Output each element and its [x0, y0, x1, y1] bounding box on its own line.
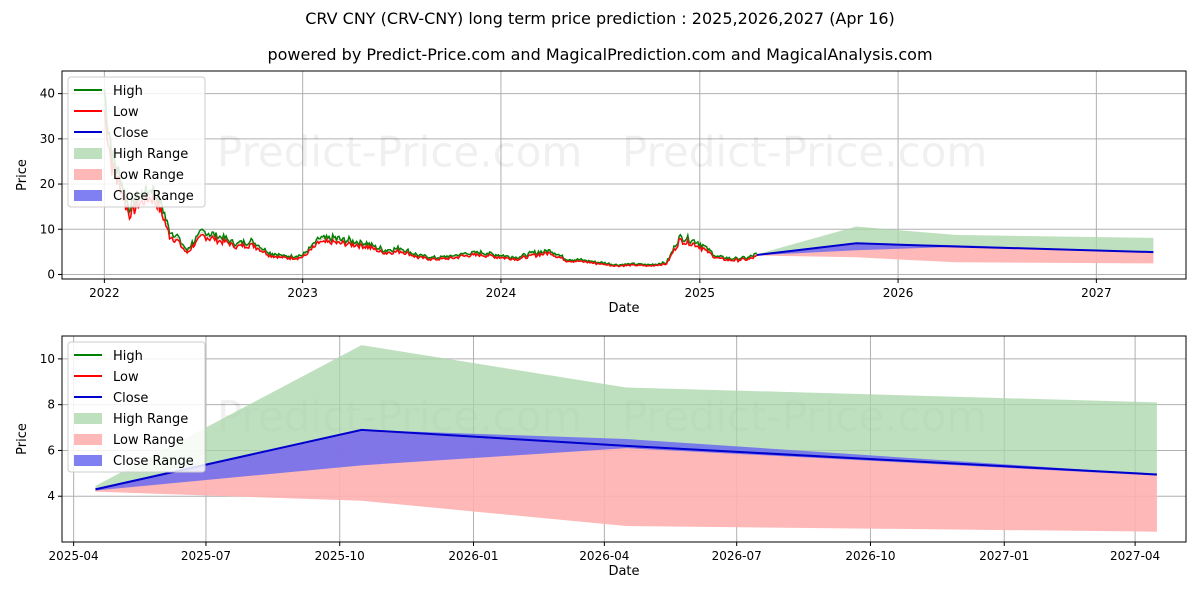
- legend-patch-swatch: [74, 413, 102, 424]
- close-range-area: [95, 429, 1157, 491]
- y-axis-label: Price: [15, 159, 30, 191]
- x-tick-label: 2024: [486, 286, 517, 300]
- y-tick-label: 20: [40, 177, 55, 191]
- y-tick-label: 6: [47, 443, 55, 457]
- chart-subtitle: powered by Predict-Price.com and Magical…: [267, 45, 933, 64]
- legend-label: Low: [113, 105, 139, 120]
- plot-area: Predict-Price.com Predict-Price.com: [103, 89, 1154, 268]
- x-tick-label: 2026-04: [579, 549, 629, 563]
- y-tick-label: 40: [40, 87, 55, 101]
- x-tick-label: 2026-01: [448, 549, 498, 563]
- high-line: [103, 89, 757, 267]
- legend-patch-swatch: [74, 169, 102, 180]
- x-tick-label: 2026-10: [845, 549, 895, 563]
- x-tick-label: 2027-04: [1110, 549, 1160, 563]
- legend-patch-swatch: [74, 434, 102, 445]
- watermark: Predict-Price.com: [622, 128, 987, 177]
- watermark: Predict-Price.com: [217, 128, 582, 177]
- y-tick-label: 0: [47, 267, 55, 281]
- legend-label: High Range: [113, 412, 188, 427]
- x-tick-label: 2026: [883, 286, 914, 300]
- x-tick-label: 2027: [1081, 286, 1112, 300]
- legend-box: [67, 341, 206, 473]
- x-tick-label: 2025-07: [181, 549, 231, 563]
- legend-patch-swatch: [74, 455, 102, 466]
- y-tick-label: 4: [47, 489, 55, 503]
- high-range-area: [756, 226, 1154, 256]
- x-axis-label: Date: [608, 301, 639, 316]
- legend-label: High: [113, 349, 143, 364]
- x-tick-label: 2022: [89, 286, 120, 300]
- legend-label: Close: [113, 391, 148, 406]
- y-tick-label: 10: [40, 222, 55, 236]
- x-tick-label: 2023: [287, 286, 318, 300]
- axes-frame: [61, 70, 1187, 280]
- close-line: [756, 242, 1154, 257]
- y-axis-label: Price: [15, 423, 30, 455]
- legend-patch-swatch: [74, 190, 102, 201]
- legend-label: Close: [113, 126, 148, 141]
- axes-frame: [61, 335, 1187, 543]
- legend-label: Close Range: [113, 454, 194, 469]
- legend-label: Close Range: [113, 189, 194, 204]
- close-range-area: [756, 243, 1154, 256]
- x-tick-label: 2027-01: [979, 549, 1029, 563]
- legend-label: Low Range: [113, 168, 184, 183]
- y-tick-label: 10: [40, 352, 55, 366]
- legend-label: Low: [113, 370, 139, 385]
- legend-label: High: [113, 84, 143, 99]
- low-line: [103, 109, 758, 268]
- x-axis-label: Date: [608, 564, 639, 579]
- legend-label: High Range: [113, 147, 188, 162]
- x-tick-label: 2026-07: [712, 549, 762, 563]
- legend-label: Low Range: [113, 433, 184, 448]
- x-tick-label: 2025-04: [49, 549, 99, 563]
- x-tick-label: 2025-10: [315, 549, 365, 563]
- legend-box: [67, 76, 206, 208]
- close-line: [95, 428, 1157, 491]
- chart-title: CRV CNY (CRV-CNY) long term price predic…: [305, 9, 895, 28]
- y-tick-label: 8: [47, 398, 55, 412]
- history-close-line: [104, 102, 757, 267]
- high-range-area: [95, 345, 1157, 490]
- y-tick-label: 30: [40, 132, 55, 146]
- legend-patch-swatch: [74, 148, 102, 159]
- x-tick-label: 2025: [685, 286, 716, 300]
